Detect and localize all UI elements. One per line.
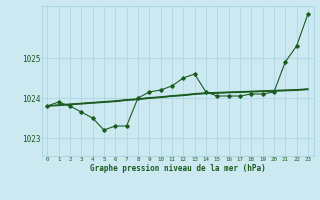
- X-axis label: Graphe pression niveau de la mer (hPa): Graphe pression niveau de la mer (hPa): [90, 164, 266, 173]
